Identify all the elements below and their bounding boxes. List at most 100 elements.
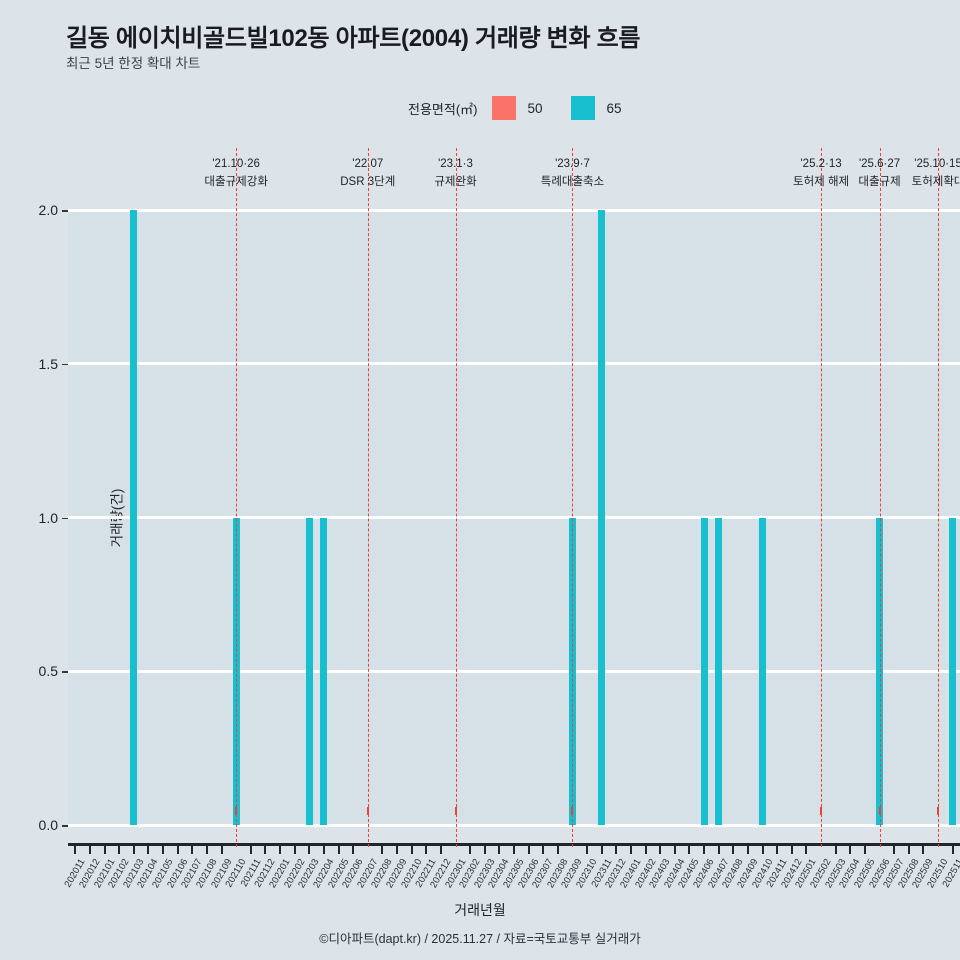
x-axis-tick (74, 843, 77, 854)
x-axis-tick (396, 843, 399, 854)
legend-label-50: 50 (527, 100, 543, 116)
x-axis-tick (191, 843, 194, 854)
x-axis-tick (205, 843, 208, 854)
bar (715, 517, 723, 825)
y-axis-tick-label: 0.5 (39, 663, 69, 679)
annotation-event: 대출규제 (858, 175, 901, 188)
x-axis-tick (352, 843, 355, 854)
annotation-label: '22.07 DSR 3단계 (340, 156, 395, 192)
annotation-line (367, 148, 369, 847)
x-axis-title: 거래년월 (454, 902, 506, 918)
annotation-line (455, 148, 457, 847)
x-axis-tick (556, 843, 559, 854)
chart-legend: 전용면적(㎡) 50 65 (408, 96, 622, 120)
x-axis-tick (659, 843, 662, 854)
footer-credit: ©디아파트(dapt.kr) / 2025.11.27 / 자료=국토교통부 실… (319, 932, 641, 946)
annotation-line (572, 148, 574, 847)
x-axis-tick (703, 843, 706, 854)
legend-swatch-65 (570, 96, 595, 120)
bar (598, 210, 606, 825)
x-axis-tick (717, 843, 720, 854)
annotation-event: 대출규제강화 (204, 175, 268, 188)
y-gridline (68, 823, 960, 827)
annotation-label: '25.6·27 대출규제 (858, 156, 900, 192)
x-axis-tick (439, 843, 442, 854)
x-axis-tick (118, 843, 121, 854)
annotation-date: '21.10·26 (212, 158, 260, 170)
y-gridline (68, 669, 960, 673)
annotation-label: '25.2·13 토허제 해제 (793, 156, 849, 192)
page-title: 길동 에이치비골드빌102동 아파트(2004) 거래량 변화 흐름 (66, 25, 641, 52)
x-axis-tick (322, 843, 325, 854)
x-axis-tick (790, 843, 793, 854)
x-axis-tick (805, 843, 808, 854)
x-axis-tick (863, 843, 866, 854)
x-axis-tick (147, 843, 150, 854)
annotation-event: DSR 3단계 (340, 175, 396, 188)
annotation-event: 특례대출축소 (540, 175, 605, 188)
x-axis-tick (542, 843, 545, 854)
x-axis-line: 202011 202012 202101 202102 202103 202104 2021… (63, 807, 960, 890)
annotation-date: '22.07 (352, 158, 384, 170)
bar (700, 517, 708, 825)
annotation-event: 규제완화 (434, 175, 477, 188)
annotation-event: 토허제확대 (911, 175, 960, 188)
x-axis-tick (410, 843, 413, 854)
y-axis-tick-label: 2.0 (39, 202, 69, 218)
annotation-line (821, 148, 823, 847)
x-axis-tick (498, 843, 501, 854)
x-axis-tick (425, 843, 428, 854)
x-axis-tick (220, 843, 223, 854)
annotation-label: '23.9·7 특례대출축소 (541, 156, 604, 192)
x-axis-tick (776, 843, 779, 854)
x-axis-tick (893, 843, 896, 854)
x-axis-tick (629, 843, 632, 854)
x-axis-tick (132, 843, 135, 854)
y-axis-tick-label: 1.5 (39, 356, 69, 372)
legend-title: 전용면적(㎡) (408, 101, 478, 117)
annotation-event: 토허제 해제 (793, 175, 850, 188)
x-axis-tick (746, 843, 749, 854)
y-axis-tick-label: 0.0 (39, 817, 69, 833)
x-axis-tick (483, 843, 486, 854)
x-axis-tick (849, 843, 852, 854)
x-axis-tick (337, 843, 340, 854)
x-axis-tick (264, 843, 267, 854)
x-axis-tick (586, 843, 589, 854)
annotation-line (236, 148, 238, 847)
y-gridline (68, 362, 960, 366)
chart-subtitle: 최근 5년 한정 확대 차트 (66, 56, 201, 71)
bar (130, 210, 138, 825)
bar (305, 517, 313, 825)
annotation-label: '21.10·26 대출규제강화 (204, 156, 267, 192)
x-axis-tick (673, 843, 676, 854)
y-gridline (68, 516, 960, 519)
x-axis-tick (688, 843, 691, 854)
x-axis-tick (381, 843, 384, 854)
y-axis-tick-label: 1.0 (39, 510, 69, 526)
x-axis-tick (922, 843, 925, 854)
x-axis-tick (761, 843, 764, 854)
x-axis-tick (951, 843, 954, 854)
x-axis-tick (162, 843, 165, 854)
legend-label-65: 65 (606, 100, 622, 116)
x-axis-tick (600, 843, 603, 854)
x-axis-tick (732, 843, 735, 854)
y-gridline (68, 208, 960, 212)
x-axis-tick (279, 843, 282, 854)
plot-area: 거래량(건) 0.00.51.01.52.0 (39, 202, 960, 833)
annotation-line (879, 148, 881, 847)
bar (949, 517, 957, 825)
bar (320, 517, 328, 825)
x-axis-tick (644, 843, 647, 854)
x-axis-tick (615, 843, 618, 854)
x-axis-tick (907, 843, 910, 854)
x-axis-tick (834, 843, 837, 854)
annotation-date: '23.1·3 (438, 158, 473, 170)
x-axis-tick (527, 843, 530, 854)
annotation-date: '23.9·7 (555, 158, 590, 170)
x-axis-tick (469, 843, 472, 854)
annotation-date: '25.2·13 (800, 158, 842, 170)
annotation-label: '25.10·15 토허제확대 (912, 156, 960, 192)
